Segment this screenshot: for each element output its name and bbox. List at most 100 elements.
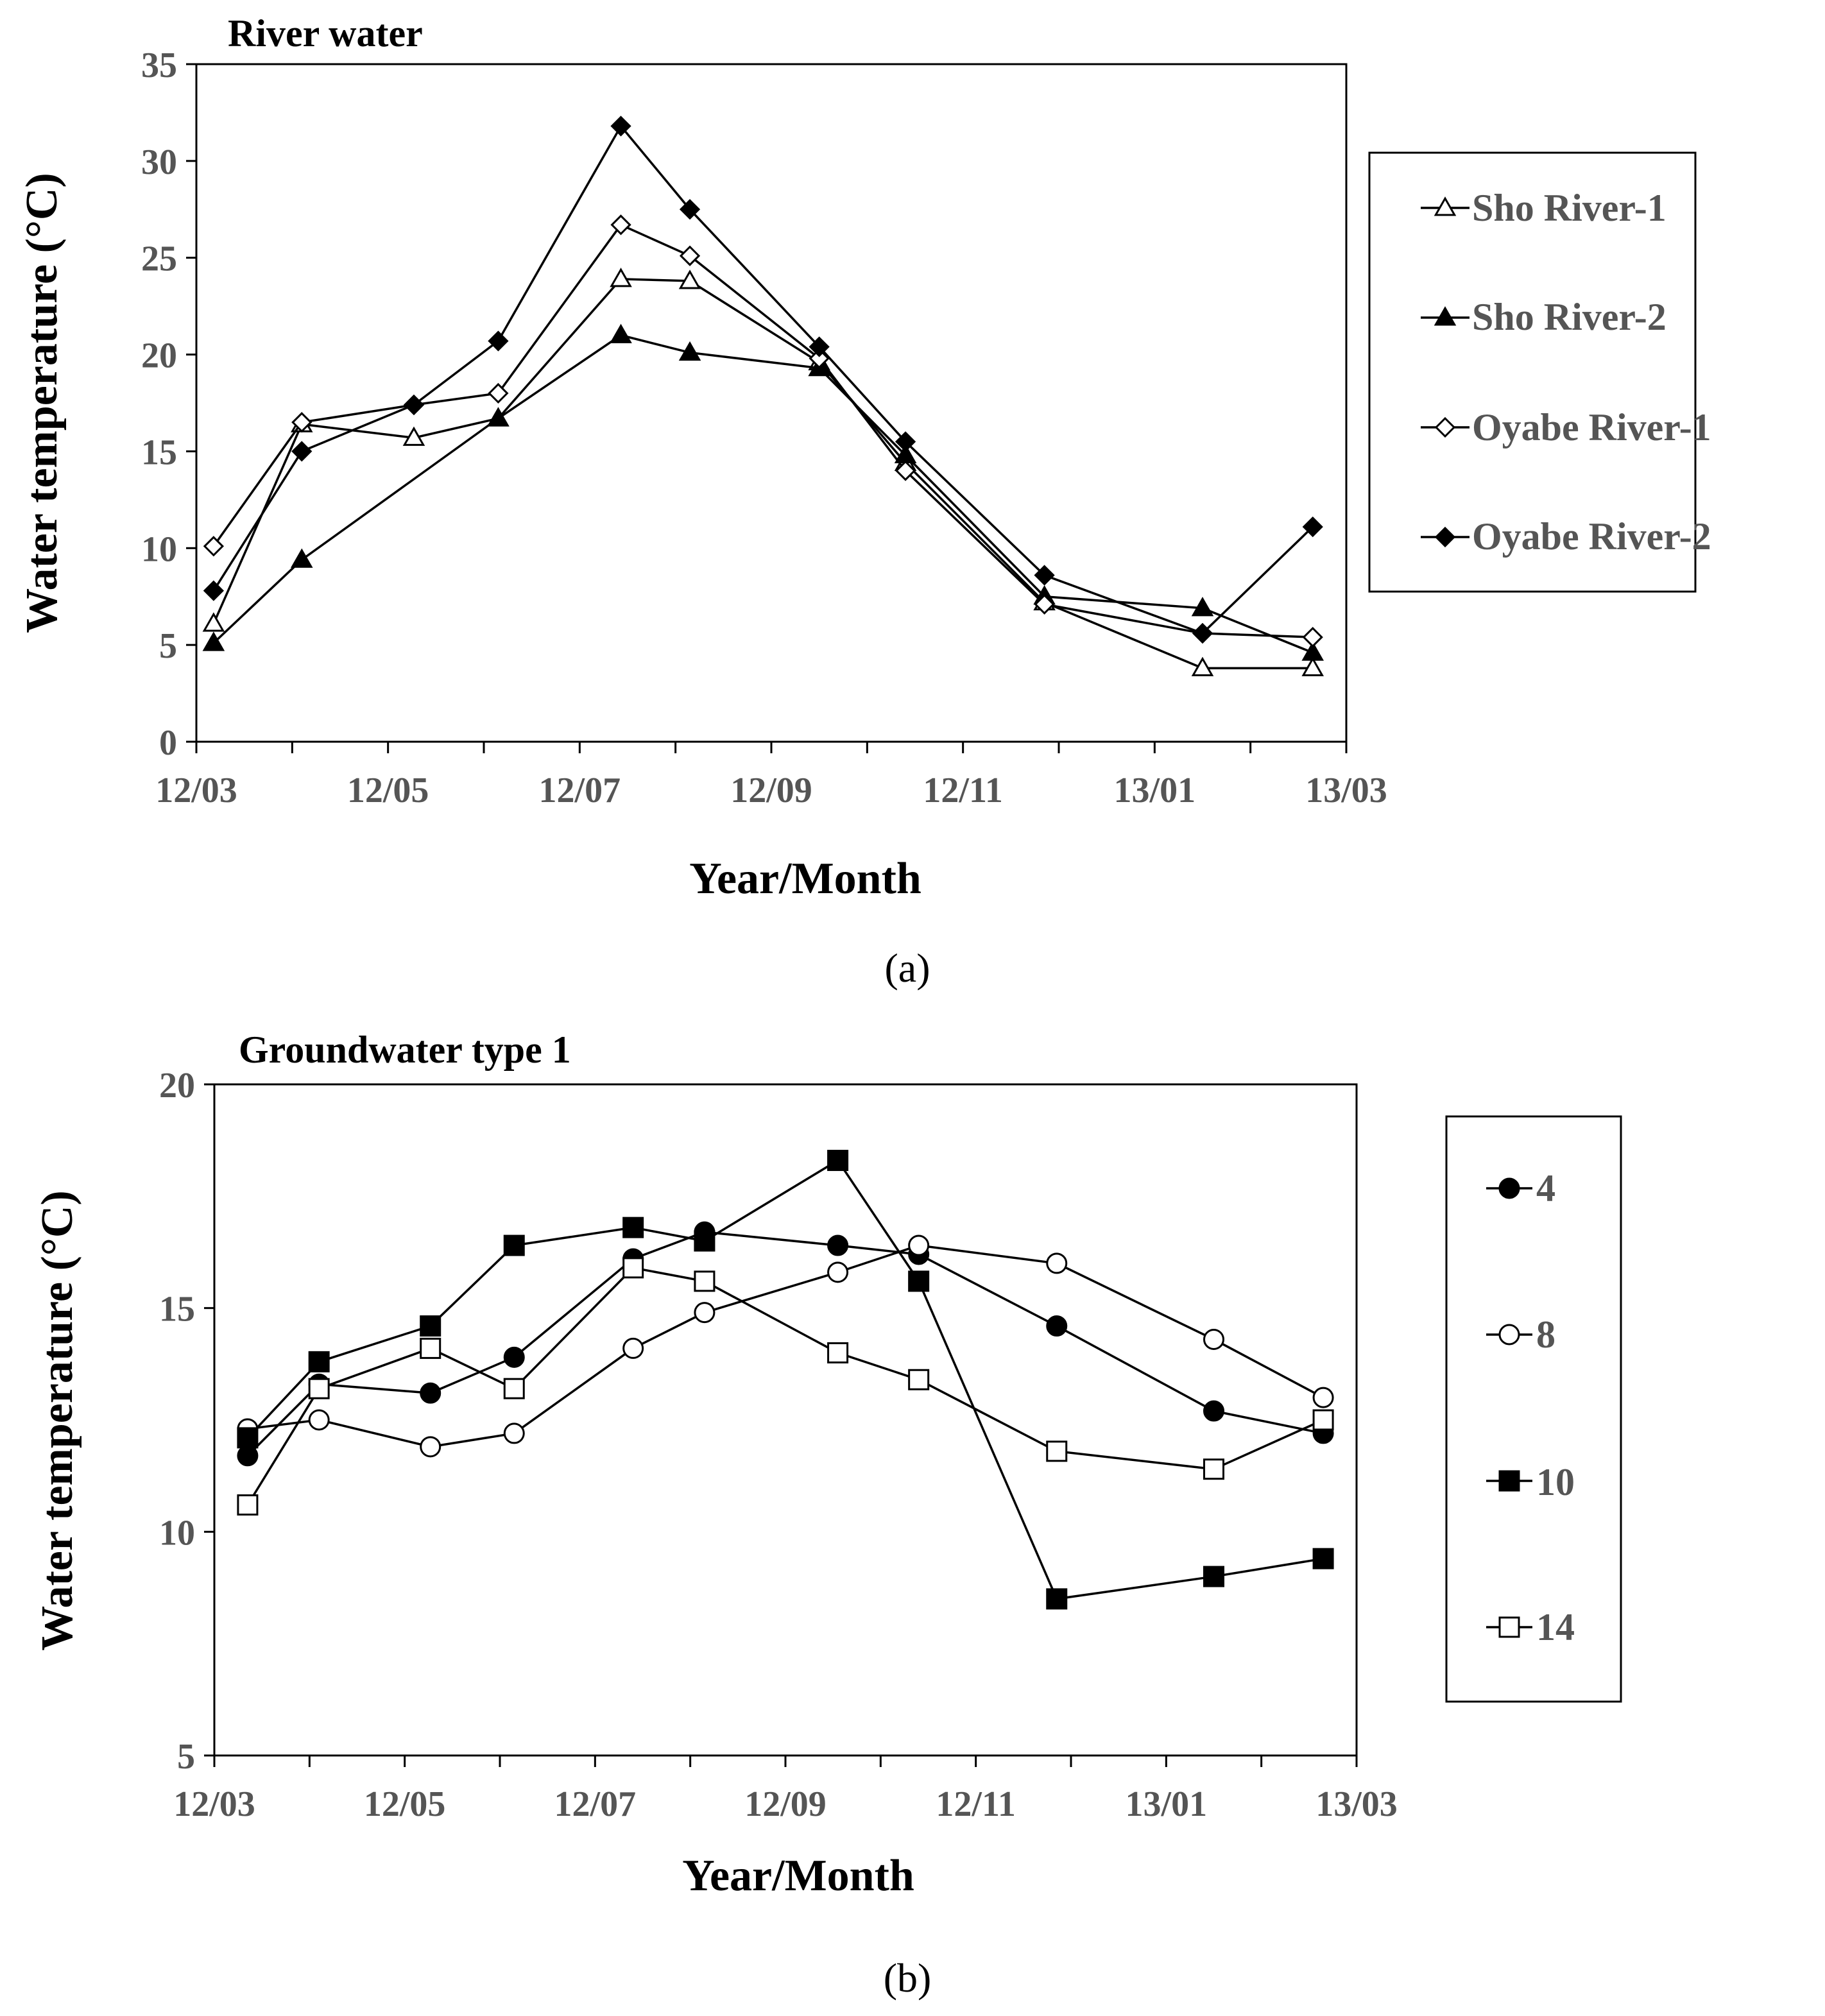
b-series-10-point-9 xyxy=(1203,1566,1224,1587)
series-layer-a xyxy=(202,115,1324,676)
y-axis-title-b: Water temperature (°C) xyxy=(33,1190,82,1650)
legend-label-14: 14 xyxy=(1536,1606,1575,1648)
a-series-sho-river-2-point-2 xyxy=(487,407,510,427)
a-legend-symbol-sho-river-1 xyxy=(1421,196,1469,216)
b-legend-symbol-8-marker xyxy=(1498,1324,1520,1345)
b-x-tick-label-4: 12/11 xyxy=(936,1784,1015,1824)
b-series-4-point-6 xyxy=(827,1234,849,1256)
b-series-14-point-10 xyxy=(1312,1409,1334,1431)
b-series-10-point-5 xyxy=(694,1230,715,1252)
b-series-14-point-1 xyxy=(308,1378,330,1399)
b-series-10-point-4 xyxy=(622,1217,644,1238)
b-y-tick-label-5: 5 xyxy=(177,1737,195,1777)
b-legend-symbol-8 xyxy=(1486,1324,1532,1345)
a-x-tick-label-6: 13/03 xyxy=(1305,771,1387,810)
a-y-tick-label-35: 35 xyxy=(141,46,177,85)
plot-area-a xyxy=(195,63,1348,743)
b-x-tick-label-0: 12/03 xyxy=(173,1784,255,1824)
a-legend-symbol-oyabe-river-2-marker xyxy=(1434,526,1456,548)
a-series-sho-river-1-point-10 xyxy=(1301,656,1324,676)
legend-label-10: 10 xyxy=(1536,1461,1575,1503)
x-axis-title-b: Year/Month xyxy=(682,1851,914,1901)
b-series-8-point-9 xyxy=(1203,1328,1224,1350)
a-y-tick-label-10: 10 xyxy=(141,529,177,569)
b-y-tick-label-10: 10 xyxy=(159,1513,195,1553)
a-y-tick-label-30: 30 xyxy=(141,142,177,182)
b-series-14-point-2 xyxy=(420,1337,441,1359)
a-series-oyabe-river-1-point-6 xyxy=(809,348,830,369)
b-series-10-point-3 xyxy=(503,1234,525,1256)
panel-label-b: (b) xyxy=(884,1955,932,2001)
b-series-8-point-4 xyxy=(622,1337,644,1359)
a-series-sho-river-1-point-9 xyxy=(1191,656,1214,676)
b-legend-symbol-14 xyxy=(1486,1616,1532,1638)
a-series-oyabe-river-2-point-8 xyxy=(1034,565,1055,586)
a-series-sho-river-1-point-4 xyxy=(610,268,632,287)
a-series-oyabe-river-2-point-0 xyxy=(203,580,225,601)
legend-box-b xyxy=(1445,1115,1622,1703)
legend-label-sho-river-2: Sho River-2 xyxy=(1472,296,1666,338)
a-series-oyabe-river-2-point-4 xyxy=(610,115,631,137)
x-axis-a: 12/03 12/05 12/07 12/09 12/11 13/01 13/03 xyxy=(155,742,1387,810)
y-axis-title-a: Water temperature (°C) xyxy=(17,173,67,633)
b-series-4-point-0 xyxy=(237,1445,259,1467)
b-series-14-point-4 xyxy=(622,1257,644,1279)
legend-a: Sho River-1 Sho River-2 Oyabe River-1 Oy… xyxy=(1368,151,1711,593)
legend-box-a xyxy=(1368,151,1697,593)
a-y-tick-label-20: 20 xyxy=(141,336,177,376)
b-series-14-point-0 xyxy=(237,1494,259,1516)
b-series-8-point-7 xyxy=(908,1234,930,1256)
a-series-oyabe-river-2-point-10 xyxy=(1302,516,1323,538)
b-legend-symbol-10 xyxy=(1486,1470,1532,1492)
a-series-sho-river-2-point-0 xyxy=(202,631,225,651)
chart-title-a: River water xyxy=(228,12,423,55)
a-y-tick-label-25: 25 xyxy=(141,239,177,279)
a-legend-symbol-sho-river-1-marker xyxy=(1434,196,1457,216)
a-series-oyabe-river-1-point-0 xyxy=(203,536,225,557)
panel-label-a: (a) xyxy=(884,945,930,991)
a-series-sho-river-2-point-9 xyxy=(1301,641,1324,661)
legend-label-oyabe-river-2: Oyabe River-2 xyxy=(1472,515,1711,558)
b-series-4-point-3 xyxy=(503,1346,525,1368)
b-series-14 xyxy=(237,1257,1334,1516)
a-series-oyabe-river-1-point-3 xyxy=(488,382,509,404)
b-series-8-point-5 xyxy=(694,1302,715,1324)
y-axis-b: 5 10 15 20 xyxy=(159,1066,214,1777)
legend-label-4: 4 xyxy=(1536,1167,1555,1209)
a-series-sho-river-1-point-2 xyxy=(402,426,425,446)
b-legend-symbol-4-marker xyxy=(1498,1177,1520,1199)
a-series-oyabe-river-2-point-9 xyxy=(1192,622,1213,644)
chart-title-b: Groundwater type 1 xyxy=(239,1029,571,1071)
legend-b: 4 8 10 14 xyxy=(1445,1115,1622,1703)
a-x-tick-label-2: 12/07 xyxy=(539,771,621,810)
a-series-oyabe-river-1-point-4 xyxy=(610,214,631,235)
a-series-sho-river-2-point-8 xyxy=(1191,597,1214,617)
b-series-10-point-8 xyxy=(1046,1588,1068,1610)
legend-label-sho-river-1: Sho River-1 xyxy=(1472,187,1666,229)
a-legend-symbol-sho-river-2-marker xyxy=(1434,306,1457,326)
b-series-10 xyxy=(237,1150,1334,1610)
a-legend-symbol-sho-river-2 xyxy=(1421,306,1469,326)
b-x-tick-label-3: 12/09 xyxy=(744,1784,827,1824)
b-series-10-point-7 xyxy=(908,1270,930,1292)
a-series-oyabe-river-2 xyxy=(203,115,1323,644)
a-x-tick-label-0: 12/03 xyxy=(155,771,237,810)
a-y-tick-label-15: 15 xyxy=(141,432,177,472)
b-x-tick-label-2: 12/07 xyxy=(554,1784,637,1824)
b-series-8-point-8 xyxy=(1046,1252,1068,1274)
b-series-14-point-9 xyxy=(1203,1458,1224,1480)
b-series-14-point-7 xyxy=(908,1369,930,1390)
a-x-tick-label-5: 13/01 xyxy=(1114,771,1196,810)
b-legend-symbol-14-marker xyxy=(1498,1616,1520,1638)
a-series-sho-river-1-point-5 xyxy=(678,269,701,289)
x-axis-title-a: Year/Month xyxy=(689,854,921,903)
b-series-8 xyxy=(237,1234,1334,1458)
b-series-10-point-1 xyxy=(308,1351,330,1372)
a-series-oyabe-river-1-point-8 xyxy=(1034,594,1055,615)
series-layer-b xyxy=(237,1150,1334,1610)
b-x-tick-label-1: 12/05 xyxy=(364,1784,446,1824)
b-series-10-point-6 xyxy=(827,1150,849,1172)
a-x-tick-label-4: 12/11 xyxy=(923,771,1002,810)
